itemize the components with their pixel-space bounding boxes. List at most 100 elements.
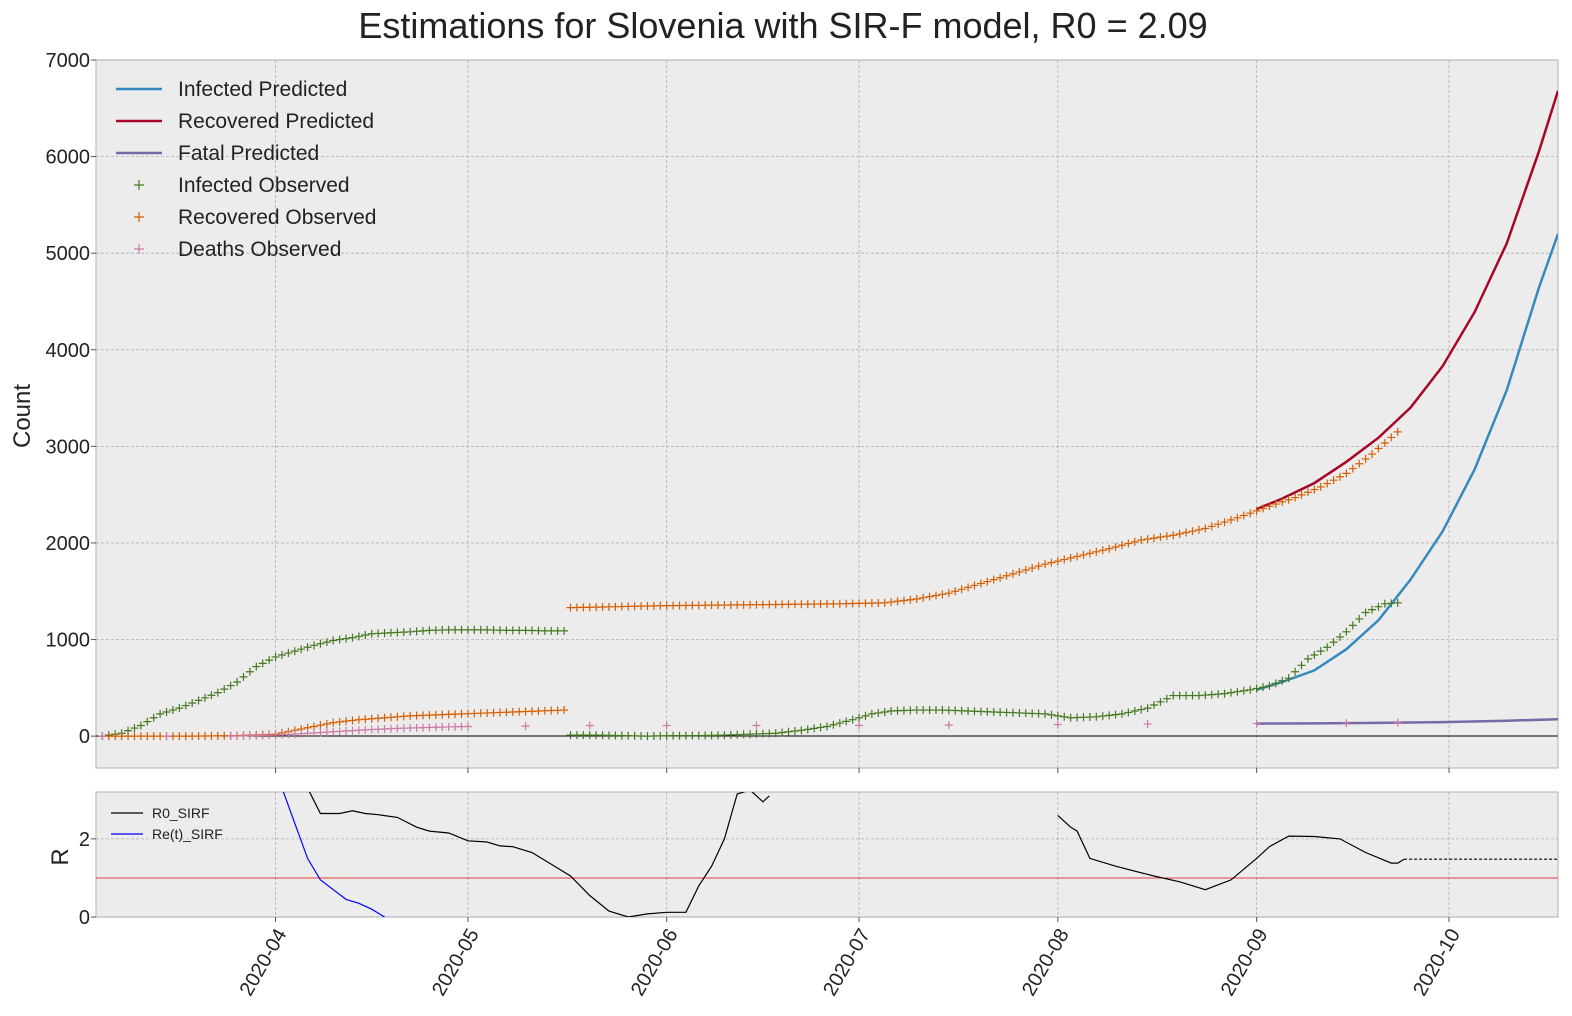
recovered-observed-point bbox=[1278, 497, 1287, 506]
infected-observed-point bbox=[1368, 605, 1377, 614]
chart-title: Estimations for Slovenia with SIR-F mode… bbox=[358, 5, 1207, 46]
legend-item-r0-sirf: R0_SIRF bbox=[111, 805, 210, 821]
recovered-observed-point bbox=[322, 719, 331, 728]
legend-swatch bbox=[134, 212, 144, 222]
deaths-observed-point bbox=[1342, 719, 1351, 728]
infected-observed-point bbox=[1291, 667, 1300, 676]
infected-observed-point bbox=[867, 709, 876, 718]
recovered-observed-point bbox=[1252, 506, 1261, 515]
infected-observed-point bbox=[213, 688, 222, 697]
bottom-plot-area bbox=[95, 791, 1559, 918]
recovered-observed-point bbox=[1085, 549, 1094, 558]
deaths-observed-point bbox=[98, 732, 107, 741]
infected-observed-point bbox=[1252, 684, 1261, 693]
x-tick-label: 2020-07 bbox=[819, 925, 875, 1000]
recovered-observed-point bbox=[348, 716, 357, 725]
infected-observed-point bbox=[1098, 712, 1107, 721]
recovered-observed-point bbox=[919, 593, 928, 602]
infected-observed-point bbox=[771, 729, 780, 738]
recovered-observed-point bbox=[1156, 533, 1165, 542]
legend-label: Recovered Observed bbox=[178, 206, 376, 229]
y-tick-label: 6000 bbox=[46, 147, 91, 169]
recovered-observed-point bbox=[316, 721, 325, 730]
infected-observed-point bbox=[1060, 712, 1069, 721]
infected-observed-point bbox=[1156, 697, 1165, 706]
recovered-observed-point bbox=[1239, 511, 1248, 520]
infected-observed-point bbox=[1355, 614, 1364, 623]
recovered-observed-point bbox=[1143, 535, 1152, 544]
recovered-observed-point bbox=[1130, 537, 1139, 546]
infected-observed-point bbox=[175, 704, 184, 713]
infected-observed-point bbox=[1092, 712, 1101, 721]
infected-observed-point bbox=[220, 685, 229, 694]
top-plot-area bbox=[95, 59, 1559, 769]
recovered-observed-point bbox=[1021, 565, 1030, 574]
x-tick-label: 2020-04 bbox=[236, 925, 292, 1000]
recovered-observed-point bbox=[1368, 450, 1377, 459]
legend-label: Infected Observed bbox=[178, 174, 350, 197]
bottom-series-layer bbox=[96, 792, 1558, 917]
recovered-observed-point bbox=[1053, 557, 1062, 566]
infected-observed-point bbox=[842, 717, 851, 726]
infected-observed-point bbox=[1130, 707, 1139, 716]
infected-observed-point bbox=[335, 635, 344, 644]
infected-observed-point bbox=[277, 650, 286, 659]
infected-observed-point bbox=[1348, 621, 1357, 630]
r0-sirf-segment-line bbox=[1057, 814, 1405, 891]
recovered-observed-point bbox=[1175, 529, 1184, 538]
recovered-observed-point bbox=[951, 587, 960, 596]
infected-observed-point bbox=[188, 698, 197, 707]
infected-observed-point bbox=[1047, 710, 1056, 719]
legend-swatch bbox=[134, 244, 144, 254]
infected-observed-point bbox=[848, 715, 857, 724]
recovered-observed-point bbox=[1201, 524, 1210, 533]
deaths-observed-point bbox=[1053, 720, 1062, 729]
infected-observed-point bbox=[316, 639, 325, 648]
recovered-observed-point bbox=[1259, 504, 1268, 513]
x-tick-label: 2020-09 bbox=[1217, 925, 1273, 1000]
recovered-observed-point bbox=[1374, 444, 1383, 453]
recovered-observed-point bbox=[1066, 554, 1075, 563]
recovered-observed-point bbox=[1310, 485, 1319, 494]
recovered-observed-point bbox=[1188, 527, 1197, 536]
recovered-observed-point bbox=[976, 579, 985, 588]
infected-observed-point bbox=[560, 626, 569, 635]
recovered-observed-point bbox=[1361, 454, 1370, 463]
infected-observed-point bbox=[1117, 709, 1126, 718]
top-y-axis-label: Count bbox=[9, 384, 36, 448]
infected-observed-point bbox=[149, 713, 158, 722]
recovered-observed-point bbox=[1194, 525, 1203, 534]
recovered-observed-point bbox=[1271, 500, 1280, 509]
infected-observed-point bbox=[1297, 661, 1306, 670]
legend-label: Deaths Observed bbox=[178, 238, 341, 261]
recovered-observed-point bbox=[1393, 427, 1402, 436]
legend-swatch bbox=[134, 180, 144, 190]
infected-observed-point bbox=[1150, 700, 1159, 709]
y-tick-label: 1000 bbox=[46, 630, 91, 652]
infected-observed-point bbox=[1316, 647, 1325, 656]
recovered-observed-point bbox=[1335, 472, 1344, 481]
infected-observed-point bbox=[322, 638, 331, 647]
recovered-observed-point bbox=[1098, 546, 1107, 555]
infected-observed-point bbox=[1137, 705, 1146, 714]
y-tick-label: 5000 bbox=[46, 243, 91, 265]
bottom-legend: R0_SIRF Re(t)_SIRF bbox=[111, 805, 223, 842]
recovered-observed-point bbox=[1162, 532, 1171, 541]
infected-observed-point bbox=[803, 725, 812, 734]
infected-observed-point bbox=[194, 696, 203, 705]
recovered-observed-point bbox=[996, 573, 1005, 582]
recovered-observed-point bbox=[1169, 531, 1178, 540]
recovered-observed-point bbox=[989, 575, 998, 584]
deaths-observed-point bbox=[752, 721, 761, 730]
infected-observed-point bbox=[130, 724, 139, 733]
bottom-y-axis-ticks: 02 bbox=[79, 829, 96, 929]
infected-observed-point bbox=[1374, 602, 1383, 611]
infected-observed-point bbox=[874, 708, 883, 717]
y-tick-label: 3000 bbox=[46, 436, 91, 458]
legend-label: Recovered Predicted bbox=[178, 110, 374, 133]
infected-observed-point bbox=[823, 722, 831, 731]
y-tick-label: 0 bbox=[79, 726, 90, 748]
deaths-observed-point bbox=[1393, 718, 1402, 727]
infected-observed-point bbox=[1259, 683, 1268, 692]
recovered-observed-point bbox=[970, 581, 979, 590]
